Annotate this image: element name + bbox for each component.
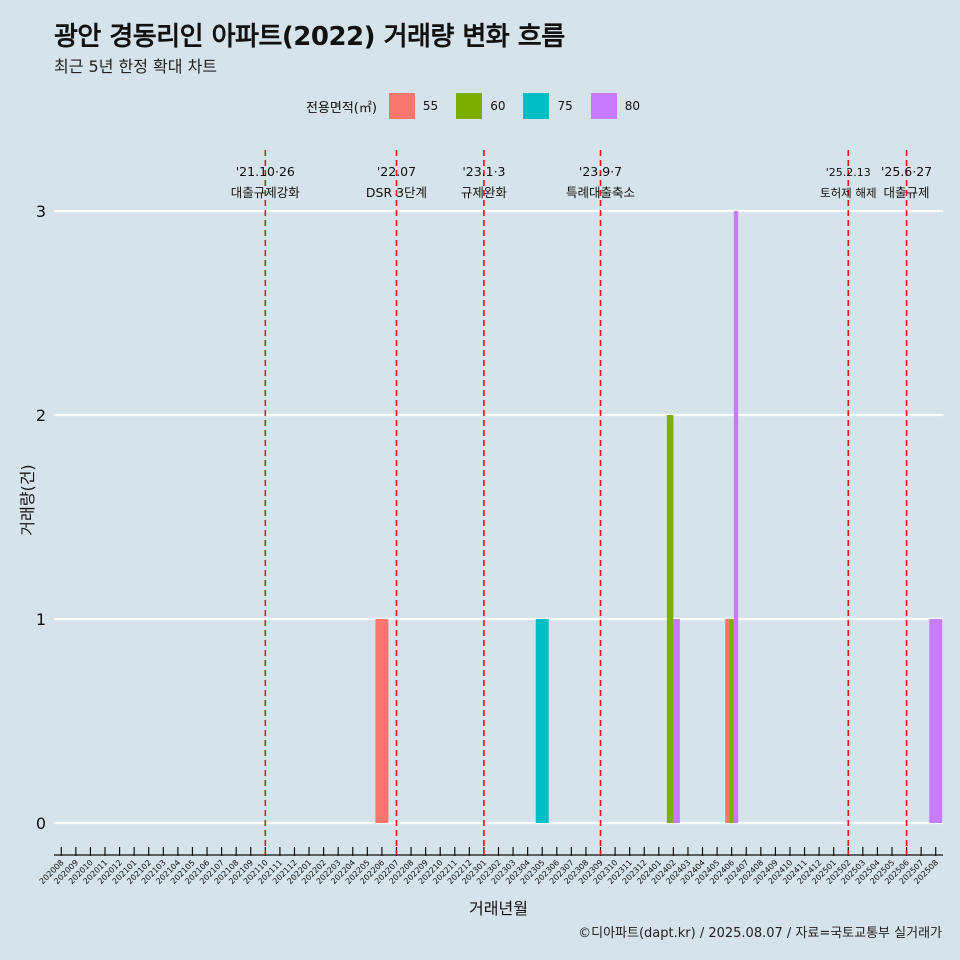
bar-202406-80: [733, 211, 739, 823]
bar-202402-80: [673, 619, 680, 823]
x-axis-title: 거래년월: [469, 899, 528, 918]
legend-label: 75: [557, 99, 573, 113]
bar-202406-55: [725, 619, 730, 823]
legend-item: 75: [523, 93, 586, 119]
legend-swatch: [590, 93, 617, 119]
legend-item: 60: [456, 93, 519, 119]
legend-swatch: [388, 93, 415, 119]
event-date: '22.07: [377, 164, 416, 179]
y-tick-label: 1: [36, 610, 46, 629]
y-tick-label: 0: [36, 814, 46, 833]
source-caption: ©디아파트(dapt.kr) / 2025.08.07 / 자료=국토교통부 실…: [578, 926, 942, 941]
event-label: DSR 3단계: [366, 185, 427, 200]
event-label: 특례대출축소: [566, 185, 635, 200]
event-label: 토허제 해제: [820, 186, 877, 200]
event-label: 대출규제강화: [231, 185, 301, 200]
legend-label: 60: [490, 99, 506, 113]
chart-title: 광안 경동리인 아파트(2022) 거래량 변화 흐름: [54, 22, 565, 52]
y-tick-label: 3: [36, 202, 46, 221]
bar-202402-60: [666, 415, 674, 823]
event-date: '23.9·7: [579, 164, 622, 179]
legend-item: 80: [590, 93, 654, 119]
bar-202508-80: [929, 619, 943, 823]
event-date: '23.1·3: [462, 164, 505, 179]
chart-subtitle: 최근 5년 한정 확대 차트: [54, 57, 218, 76]
y-axis-title: 거래량(건): [18, 464, 37, 535]
bar-202206-55: [375, 619, 389, 823]
event-date: '25.2.13: [826, 166, 871, 179]
legend-item: 55: [388, 93, 452, 119]
legend-label: 80: [624, 99, 641, 113]
event-date: '25.6·27: [881, 164, 932, 179]
event-label: 규제완화: [461, 185, 508, 200]
bar-202305-75: [535, 619, 549, 823]
legend-label: 55: [422, 99, 439, 113]
event-label: 대출규제: [884, 185, 930, 200]
legend-title: 전용면적(㎡): [305, 100, 377, 116]
y-tick-label: 2: [36, 406, 46, 425]
event-date: '21.10·26: [236, 164, 295, 179]
legend: 전용면적(㎡) 55 60 75 80: [0, 93, 960, 119]
bar-202406-60: [729, 619, 734, 823]
legend-swatch: [456, 93, 483, 119]
legend-swatch: [523, 93, 550, 119]
